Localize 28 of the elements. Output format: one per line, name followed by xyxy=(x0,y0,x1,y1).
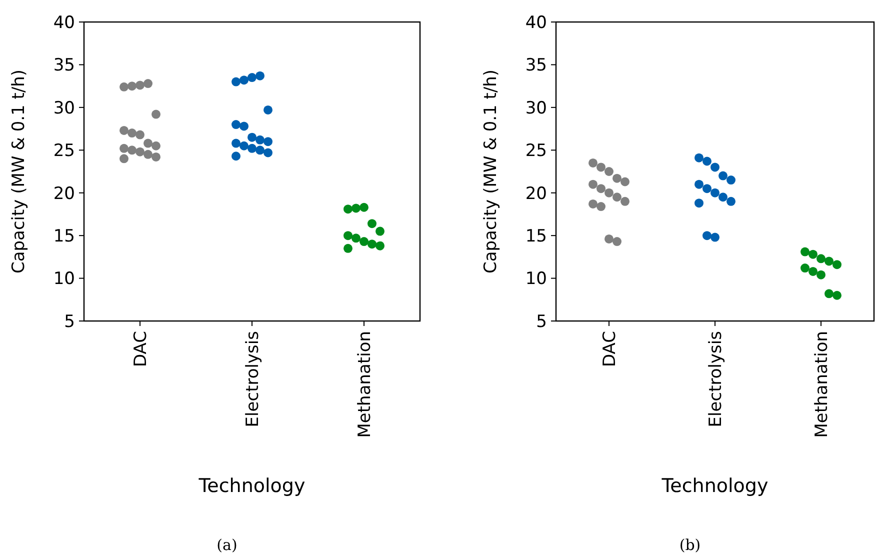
x-tick-label: DAC xyxy=(600,331,620,367)
y-tick-label: 20 xyxy=(525,184,547,204)
x-axis-title: Technology xyxy=(660,475,768,497)
y-axis-title: Capacity (MW & 0.1 t/h) xyxy=(481,69,501,274)
y-tick-label: 30 xyxy=(525,98,547,118)
x-tick-label: Methanation xyxy=(812,331,832,438)
y-tick-label: 25 xyxy=(525,141,547,162)
y-tick-label: 25 xyxy=(53,141,75,162)
x-tick-label: DAC xyxy=(130,331,151,367)
y-tick-label: 5 xyxy=(64,312,75,332)
x-axis-title: Technology xyxy=(198,475,306,497)
y-tick-label: 15 xyxy=(525,226,547,247)
y-tick-label: 40 xyxy=(53,12,75,33)
y-tick-label: 30 xyxy=(53,98,75,118)
y-tick-label: 15 xyxy=(53,226,75,247)
text: (b) xyxy=(679,536,701,553)
y-tick-label: 40 xyxy=(525,12,547,33)
y-tick-label: 10 xyxy=(525,269,547,290)
x-tick-label: Methanation xyxy=(354,331,375,438)
y-tick-label: 10 xyxy=(53,269,75,290)
y-tick-label: 5 xyxy=(536,312,547,332)
y-tick-label: 35 xyxy=(53,56,75,76)
x-tick-label: Electrolysis xyxy=(706,330,726,428)
y-tick-label: 20 xyxy=(53,184,75,204)
x-tick-label: Electrolysis xyxy=(242,330,263,428)
y-axis-title: Capacity (MW & 0.1 t/h) xyxy=(9,69,29,274)
y-tick-label: 35 xyxy=(525,56,547,76)
text: (a) xyxy=(216,536,238,553)
